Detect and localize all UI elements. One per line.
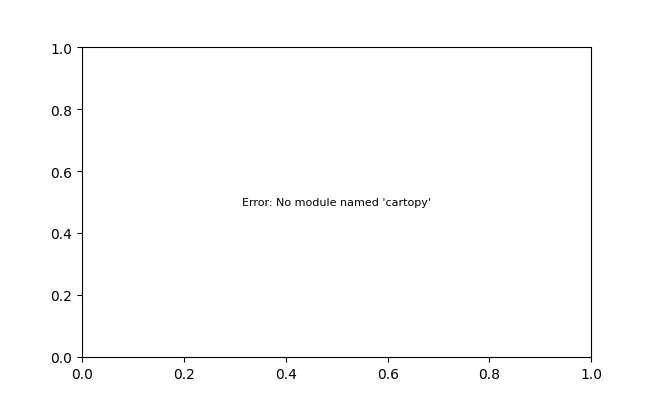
Text: Error: No module named 'cartopy': Error: No module named 'cartopy'	[242, 198, 431, 207]
